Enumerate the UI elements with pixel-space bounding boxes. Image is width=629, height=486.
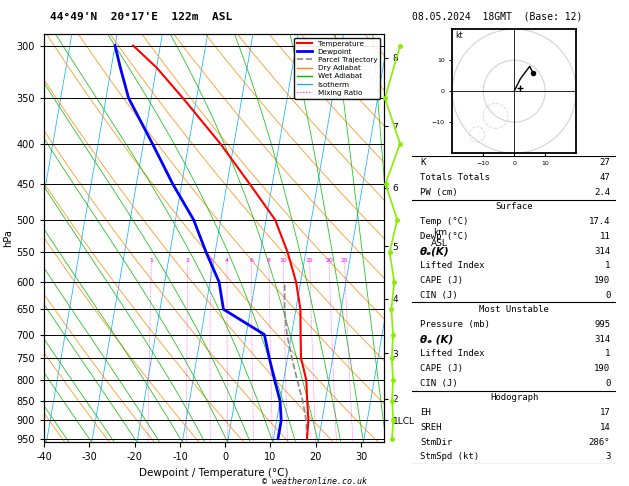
Text: K: K [420,158,426,167]
Dewpoint [203,249,210,255]
Text: CIN (J): CIN (J) [420,379,458,388]
Text: StmDir: StmDir [420,437,452,447]
Text: PW (cm): PW (cm) [420,188,458,197]
Parcel Trajectory [294,377,301,383]
Text: 3: 3 [208,258,213,262]
Text: 47: 47 [599,173,610,182]
Text: 14: 14 [599,423,610,432]
Text: 8: 8 [267,258,271,262]
Text: 4: 4 [225,258,229,262]
Dewpoint [116,65,124,70]
Text: 1: 1 [605,261,610,270]
Text: CIN (J): CIN (J) [420,291,458,300]
Text: Totals Totals: Totals Totals [420,173,490,182]
X-axis label: Dewpoint / Temperature (°C): Dewpoint / Temperature (°C) [139,468,289,478]
Text: θₑ (K): θₑ (K) [420,334,454,344]
Text: 20: 20 [325,258,333,262]
Text: Dewp (°C): Dewp (°C) [420,232,469,241]
Y-axis label: hPa: hPa [4,229,14,247]
Dewpoint [111,43,119,49]
Text: CAPE (J): CAPE (J) [420,276,463,285]
Text: 2.4: 2.4 [594,188,610,197]
Dewpoint [276,398,284,404]
Dewpoint [215,279,223,285]
Parcel Trajectory [303,417,310,423]
Text: 08.05.2024  18GMT  (Base: 12): 08.05.2024 18GMT (Base: 12) [412,12,582,22]
Temperature [303,398,311,404]
Text: 190: 190 [594,276,610,285]
Dewpoint [220,306,227,312]
Text: Most Unstable: Most Unstable [479,305,549,314]
Y-axis label: km
ASL: km ASL [431,228,448,248]
Dewpoint [148,141,156,147]
Temperature [271,217,279,223]
Text: 15: 15 [306,258,313,262]
Text: Lifted Index: Lifted Index [420,261,485,270]
Text: 0: 0 [605,291,610,300]
Dewpoint [125,95,132,101]
Parcel Trajectory [281,306,288,312]
Text: 1: 1 [150,258,153,262]
Text: Temp (°C): Temp (°C) [420,217,469,226]
Dewpoint [169,181,177,187]
Parcel Trajectory [281,279,289,285]
Text: © weatheronline.co.uk: © weatheronline.co.uk [262,477,367,486]
Temperature [216,141,224,147]
Text: CAPE (J): CAPE (J) [420,364,463,373]
Text: 0: 0 [605,379,610,388]
Text: 314: 314 [594,246,610,256]
Dewpoint [265,355,273,361]
Text: 3: 3 [605,452,610,461]
Text: θₑ(K): θₑ(K) [420,246,450,256]
Temperature [297,331,304,337]
Text: 190: 190 [594,364,610,373]
Line: Temperature: Temperature [133,46,308,439]
Temperature [298,355,305,361]
Text: 17.4: 17.4 [589,217,610,226]
Line: Parcel Trajectory: Parcel Trajectory [284,282,307,439]
Text: 10: 10 [279,258,287,262]
Legend: Temperature, Dewpoint, Parcel Trajectory, Dry Adiabat, Wet Adiabat, Isotherm, Mi: Temperature, Dewpoint, Parcel Trajectory… [294,37,380,99]
Parcel Trajectory [283,331,291,337]
Temperature [303,436,311,442]
Text: StmSpd (kt): StmSpd (kt) [420,452,479,461]
Temperature [284,249,291,255]
Temperature [130,43,137,49]
Text: Hodograph: Hodograph [490,394,538,402]
Dewpoint [260,331,268,337]
Text: 1: 1 [605,349,610,358]
Line: Dewpoint: Dewpoint [115,46,281,439]
Text: 995: 995 [594,320,610,329]
Text: Surface: Surface [496,203,533,211]
Text: 44°49'N  20°17'E  122m  ASL: 44°49'N 20°17'E 122m ASL [50,12,233,22]
Text: kt: kt [455,32,463,40]
Text: 286°: 286° [589,437,610,447]
Text: 17: 17 [599,408,610,417]
Text: 11: 11 [599,232,610,241]
Text: EH: EH [420,408,431,417]
Text: Lifted Index: Lifted Index [420,349,485,358]
Dewpoint [274,436,282,442]
Temperature [292,279,300,285]
Temperature [179,95,187,101]
Text: Pressure (mb): Pressure (mb) [420,320,490,329]
Dewpoint [190,217,198,223]
Dewpoint [277,417,285,423]
Text: SREH: SREH [420,423,442,432]
Temperature [153,65,160,70]
Temperature [246,181,253,187]
Text: 314: 314 [594,335,610,344]
Parcel Trajectory [288,355,296,361]
Temperature [303,377,310,383]
Parcel Trajectory [299,398,306,404]
Temperature [304,417,312,423]
Temperature [297,306,304,312]
Text: 25: 25 [340,258,348,262]
Text: 6: 6 [249,258,253,262]
Text: 27: 27 [599,158,610,167]
Parcel Trajectory [303,436,311,442]
Dewpoint [271,377,279,383]
Text: 2: 2 [186,258,190,262]
